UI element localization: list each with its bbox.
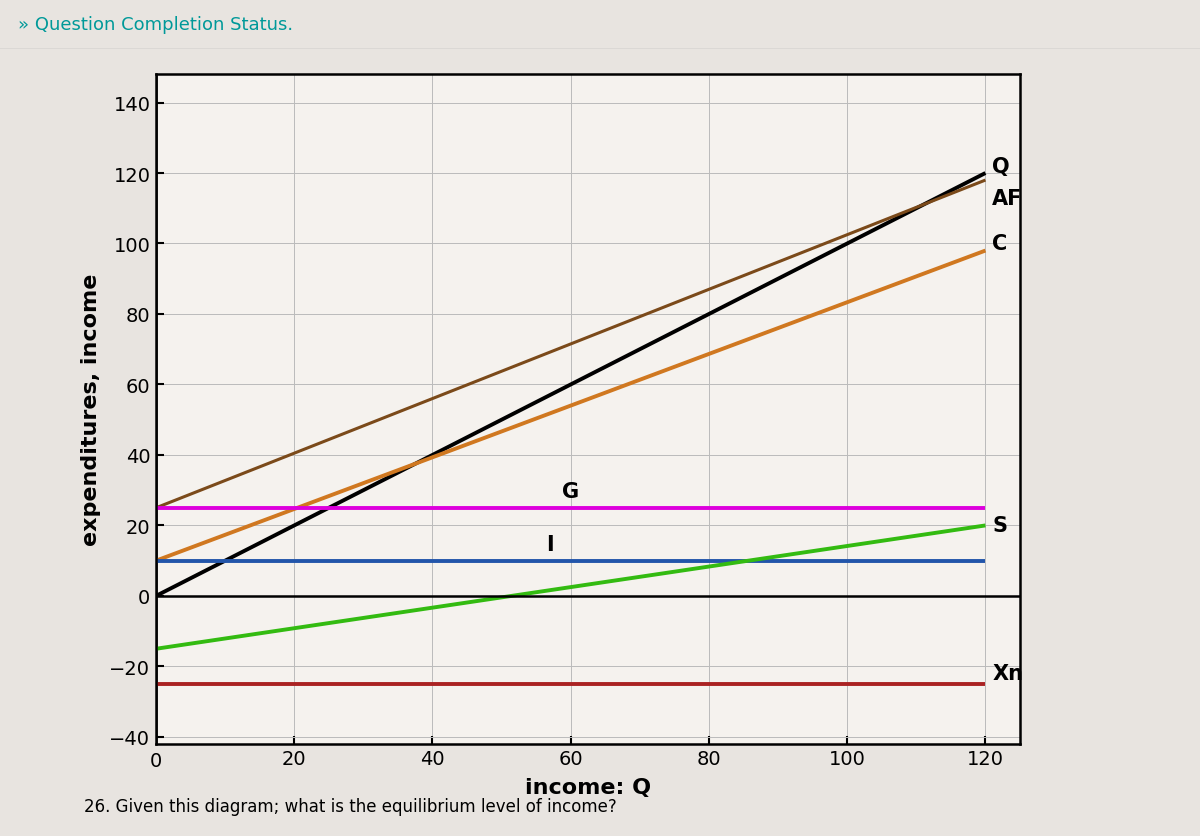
Text: I: I bbox=[546, 534, 553, 554]
Text: C: C bbox=[992, 234, 1008, 254]
Text: AF: AF bbox=[992, 188, 1022, 208]
Text: Xn: Xn bbox=[992, 664, 1024, 684]
Text: S: S bbox=[992, 516, 1007, 536]
Text: G: G bbox=[562, 482, 580, 501]
Text: Q: Q bbox=[992, 157, 1010, 176]
Text: » Question Completion Status.: » Question Completion Status. bbox=[18, 16, 293, 34]
X-axis label: income: Q: income: Q bbox=[524, 777, 652, 797]
Y-axis label: expenditures, income: expenditures, income bbox=[82, 273, 101, 546]
Text: 26. Given this diagram; what is the equilibrium level of income?: 26. Given this diagram; what is the equi… bbox=[84, 797, 617, 815]
Text: 0: 0 bbox=[150, 751, 162, 770]
